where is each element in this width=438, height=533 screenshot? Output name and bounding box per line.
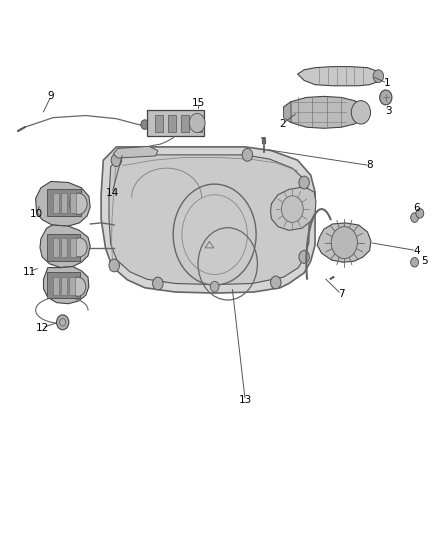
Circle shape (141, 120, 149, 130)
FancyBboxPatch shape (46, 234, 80, 261)
Circle shape (71, 238, 87, 257)
Text: 15: 15 (192, 98, 205, 108)
Circle shape (299, 176, 309, 189)
Polygon shape (297, 67, 381, 86)
Circle shape (70, 193, 87, 214)
Text: 13: 13 (239, 395, 252, 406)
FancyBboxPatch shape (61, 277, 67, 295)
FancyBboxPatch shape (53, 238, 59, 257)
Polygon shape (284, 102, 291, 123)
FancyBboxPatch shape (194, 115, 202, 132)
Circle shape (373, 70, 384, 83)
Circle shape (109, 259, 120, 272)
Circle shape (189, 114, 205, 133)
Circle shape (282, 196, 303, 222)
Text: 3: 3 (385, 106, 392, 116)
Circle shape (351, 101, 371, 124)
Polygon shape (40, 225, 90, 268)
Polygon shape (284, 96, 365, 128)
FancyBboxPatch shape (155, 115, 163, 132)
Text: 2: 2 (279, 119, 286, 129)
Polygon shape (109, 155, 309, 285)
FancyBboxPatch shape (168, 115, 176, 132)
Text: 10: 10 (30, 209, 43, 220)
Polygon shape (271, 187, 316, 230)
Circle shape (331, 227, 357, 259)
Text: 4: 4 (413, 246, 420, 255)
Circle shape (152, 277, 163, 290)
Text: 12: 12 (35, 322, 49, 333)
Circle shape (111, 154, 122, 166)
FancyBboxPatch shape (61, 238, 67, 257)
Polygon shape (101, 147, 315, 293)
Text: 6: 6 (413, 203, 420, 213)
Text: 5: 5 (421, 256, 427, 266)
Circle shape (380, 90, 392, 105)
Circle shape (70, 277, 86, 296)
Polygon shape (113, 147, 158, 158)
Circle shape (411, 213, 419, 222)
FancyBboxPatch shape (181, 115, 189, 132)
Circle shape (411, 257, 419, 267)
Circle shape (57, 315, 69, 330)
Text: 14: 14 (106, 188, 119, 198)
FancyBboxPatch shape (69, 277, 75, 295)
Text: 11: 11 (22, 267, 36, 277)
FancyBboxPatch shape (147, 110, 204, 136)
Polygon shape (43, 266, 89, 304)
Text: 1: 1 (384, 78, 390, 88)
FancyBboxPatch shape (70, 193, 76, 213)
FancyBboxPatch shape (53, 277, 59, 295)
Text: 7: 7 (338, 289, 345, 299)
FancyBboxPatch shape (61, 193, 67, 213)
FancyBboxPatch shape (46, 189, 81, 216)
Circle shape (271, 276, 281, 289)
Circle shape (210, 281, 219, 292)
Circle shape (299, 251, 309, 263)
Text: 8: 8 (366, 160, 373, 171)
FancyBboxPatch shape (53, 193, 59, 213)
Circle shape (416, 208, 424, 218)
Circle shape (242, 149, 253, 161)
Polygon shape (35, 181, 90, 226)
Polygon shape (317, 223, 371, 262)
FancyBboxPatch shape (47, 272, 80, 298)
Text: 9: 9 (48, 91, 54, 101)
FancyBboxPatch shape (70, 238, 76, 257)
